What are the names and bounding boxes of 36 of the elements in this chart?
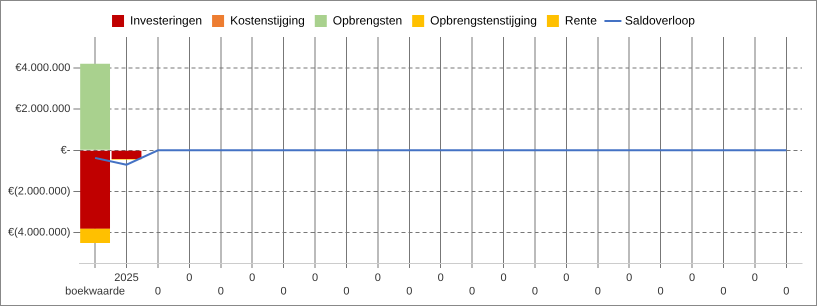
x-tick-label: 0 <box>249 272 256 284</box>
legend-label: Kostenstijging <box>230 13 305 28</box>
x-tick-label: 2025 <box>114 272 139 284</box>
bar <box>80 64 110 150</box>
y-tick-label: €- <box>60 144 71 156</box>
legend-label: Opbrengsten <box>332 13 402 28</box>
x-tick-label: 0 <box>563 272 570 284</box>
x-tick-label: 0 <box>154 285 161 298</box>
x-tick-label: 0 <box>469 285 476 298</box>
x-tick-label: 0 <box>783 285 790 298</box>
x-tick-label: 0 <box>343 285 350 298</box>
y-tick-label: €2.000.000 <box>15 103 70 116</box>
x-tick-label: boekwaarde <box>65 285 126 298</box>
x-tick-label: 0 <box>218 285 224 298</box>
x-tick-label: 0 <box>280 285 287 298</box>
legend-label: Investeringen <box>130 13 202 28</box>
legend-label: Opbrengstenstijging <box>430 13 537 28</box>
x-tick-label: 0 <box>186 272 192 284</box>
x-tick-label: 0 <box>752 272 758 284</box>
x-tick-label: 0 <box>532 285 538 298</box>
x-tick-label: 0 <box>374 272 381 284</box>
x-tick-label: 0 <box>312 272 318 284</box>
x-tick-label: 0 <box>658 285 664 298</box>
x-tick-label: 0 <box>594 285 601 298</box>
x-tick-label: 0 <box>438 272 444 284</box>
x-tick-label: 0 <box>720 285 727 298</box>
x-tick-label: 0 <box>406 285 412 298</box>
y-tick-label: €(4.000.000) <box>8 226 70 239</box>
y-tick-label: €(2.000.000) <box>8 186 70 198</box>
x-tick-label: 0 <box>500 272 507 284</box>
x-tick-label: 0 <box>626 272 632 284</box>
x-tick-label: 0 <box>688 272 696 284</box>
y-tick-label: €4.000.000 <box>15 62 70 74</box>
legend-label: Rente <box>564 13 598 28</box>
bar <box>80 228 110 243</box>
legend-label: Saldoverloop <box>624 13 696 28</box>
